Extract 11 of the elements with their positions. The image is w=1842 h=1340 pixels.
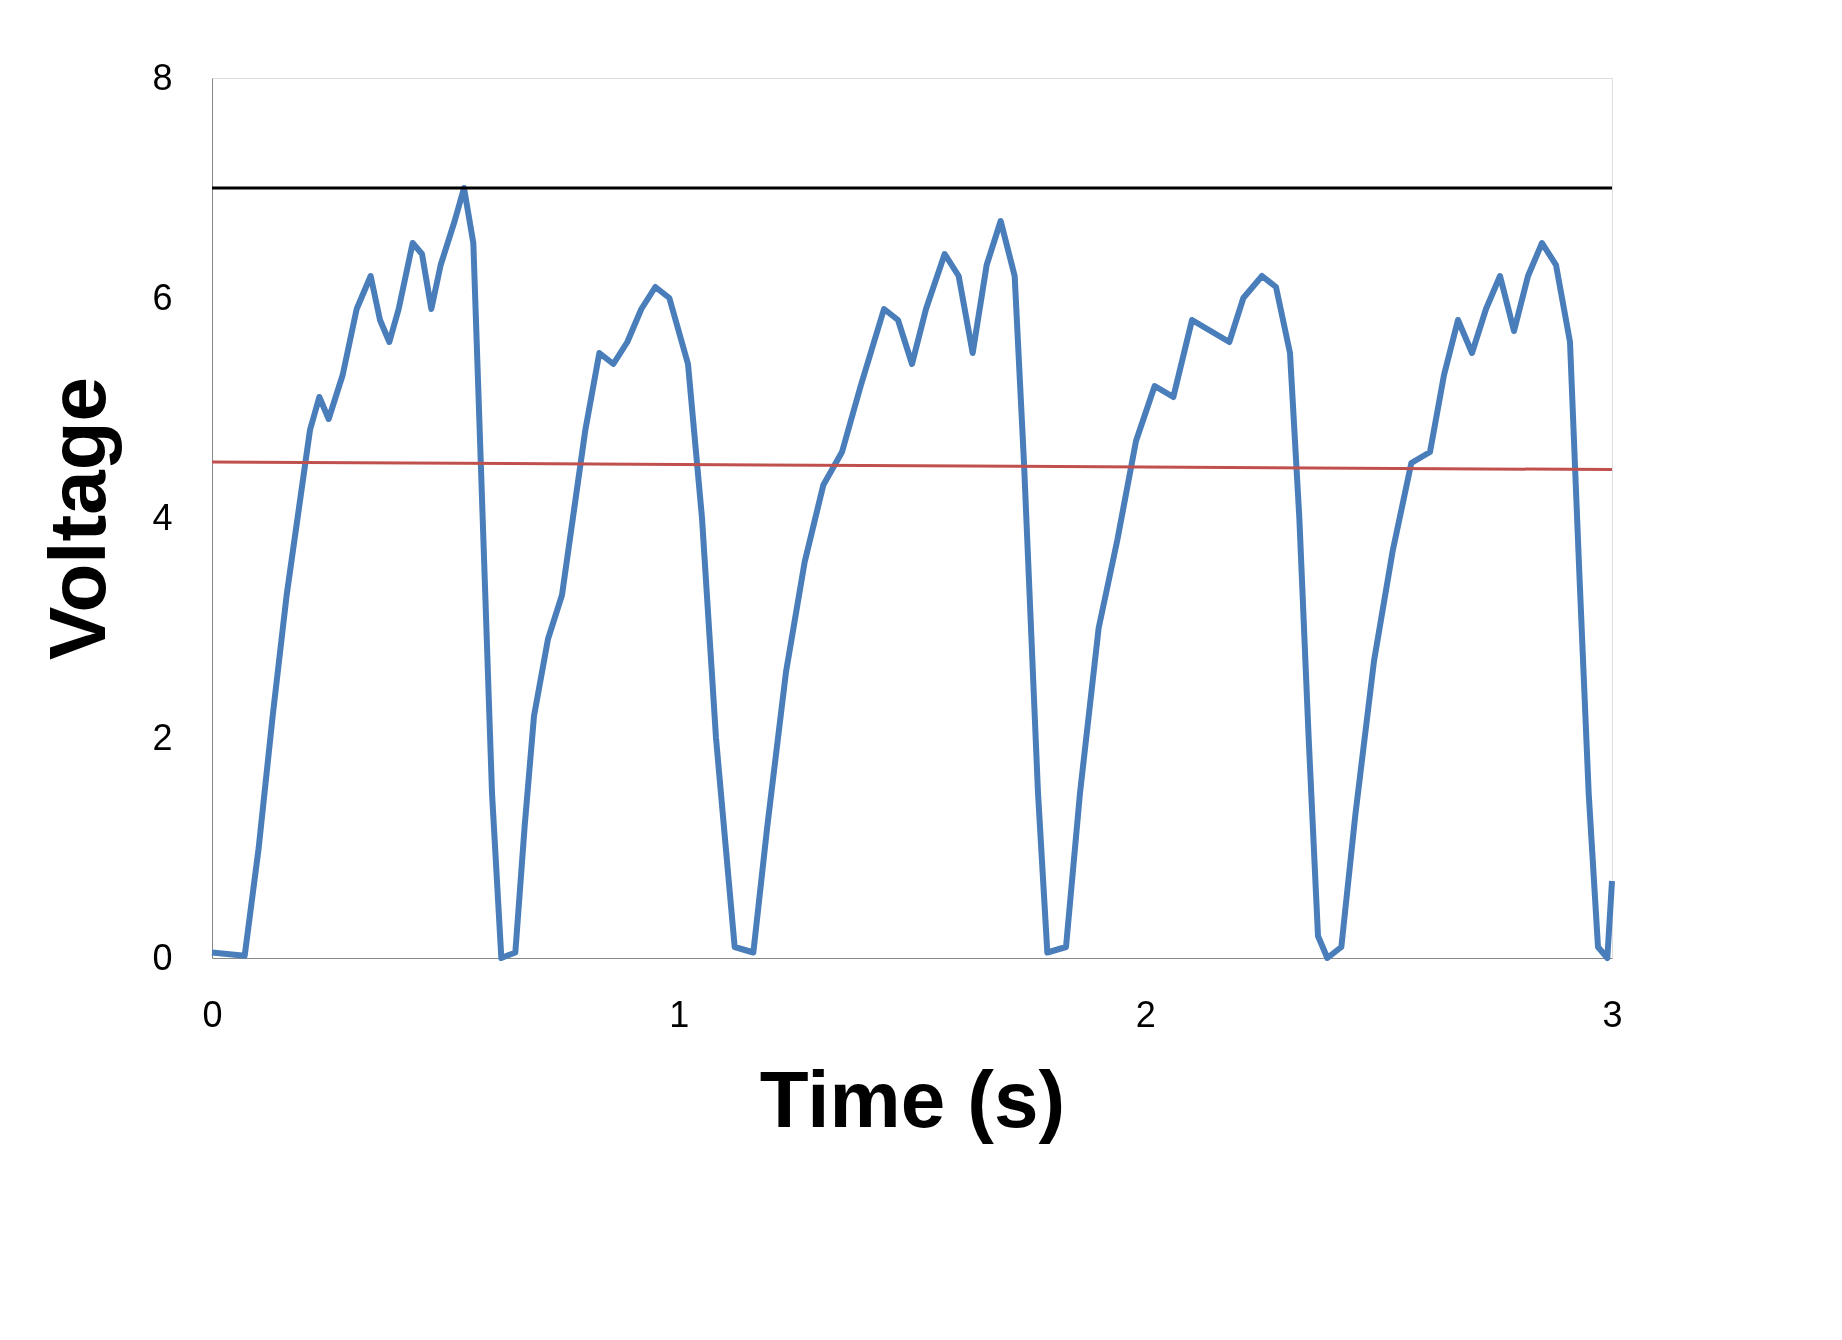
y-axis-title: Voltage [33, 376, 123, 661]
x-tick-label: 2 [1135, 993, 1156, 1035]
x-tick-label: 1 [669, 993, 690, 1035]
x-tick-label: 3 [1602, 993, 1623, 1035]
y-tick-label: 0 [152, 936, 173, 978]
y-tick-label: 4 [152, 496, 173, 538]
y-tick-label: 8 [152, 56, 173, 98]
y-tick-label: 6 [152, 276, 173, 318]
x-axis-title: Time (s) [759, 1054, 1066, 1144]
x-tick-label: 0 [202, 993, 223, 1035]
y-tick-label: 2 [152, 716, 173, 758]
